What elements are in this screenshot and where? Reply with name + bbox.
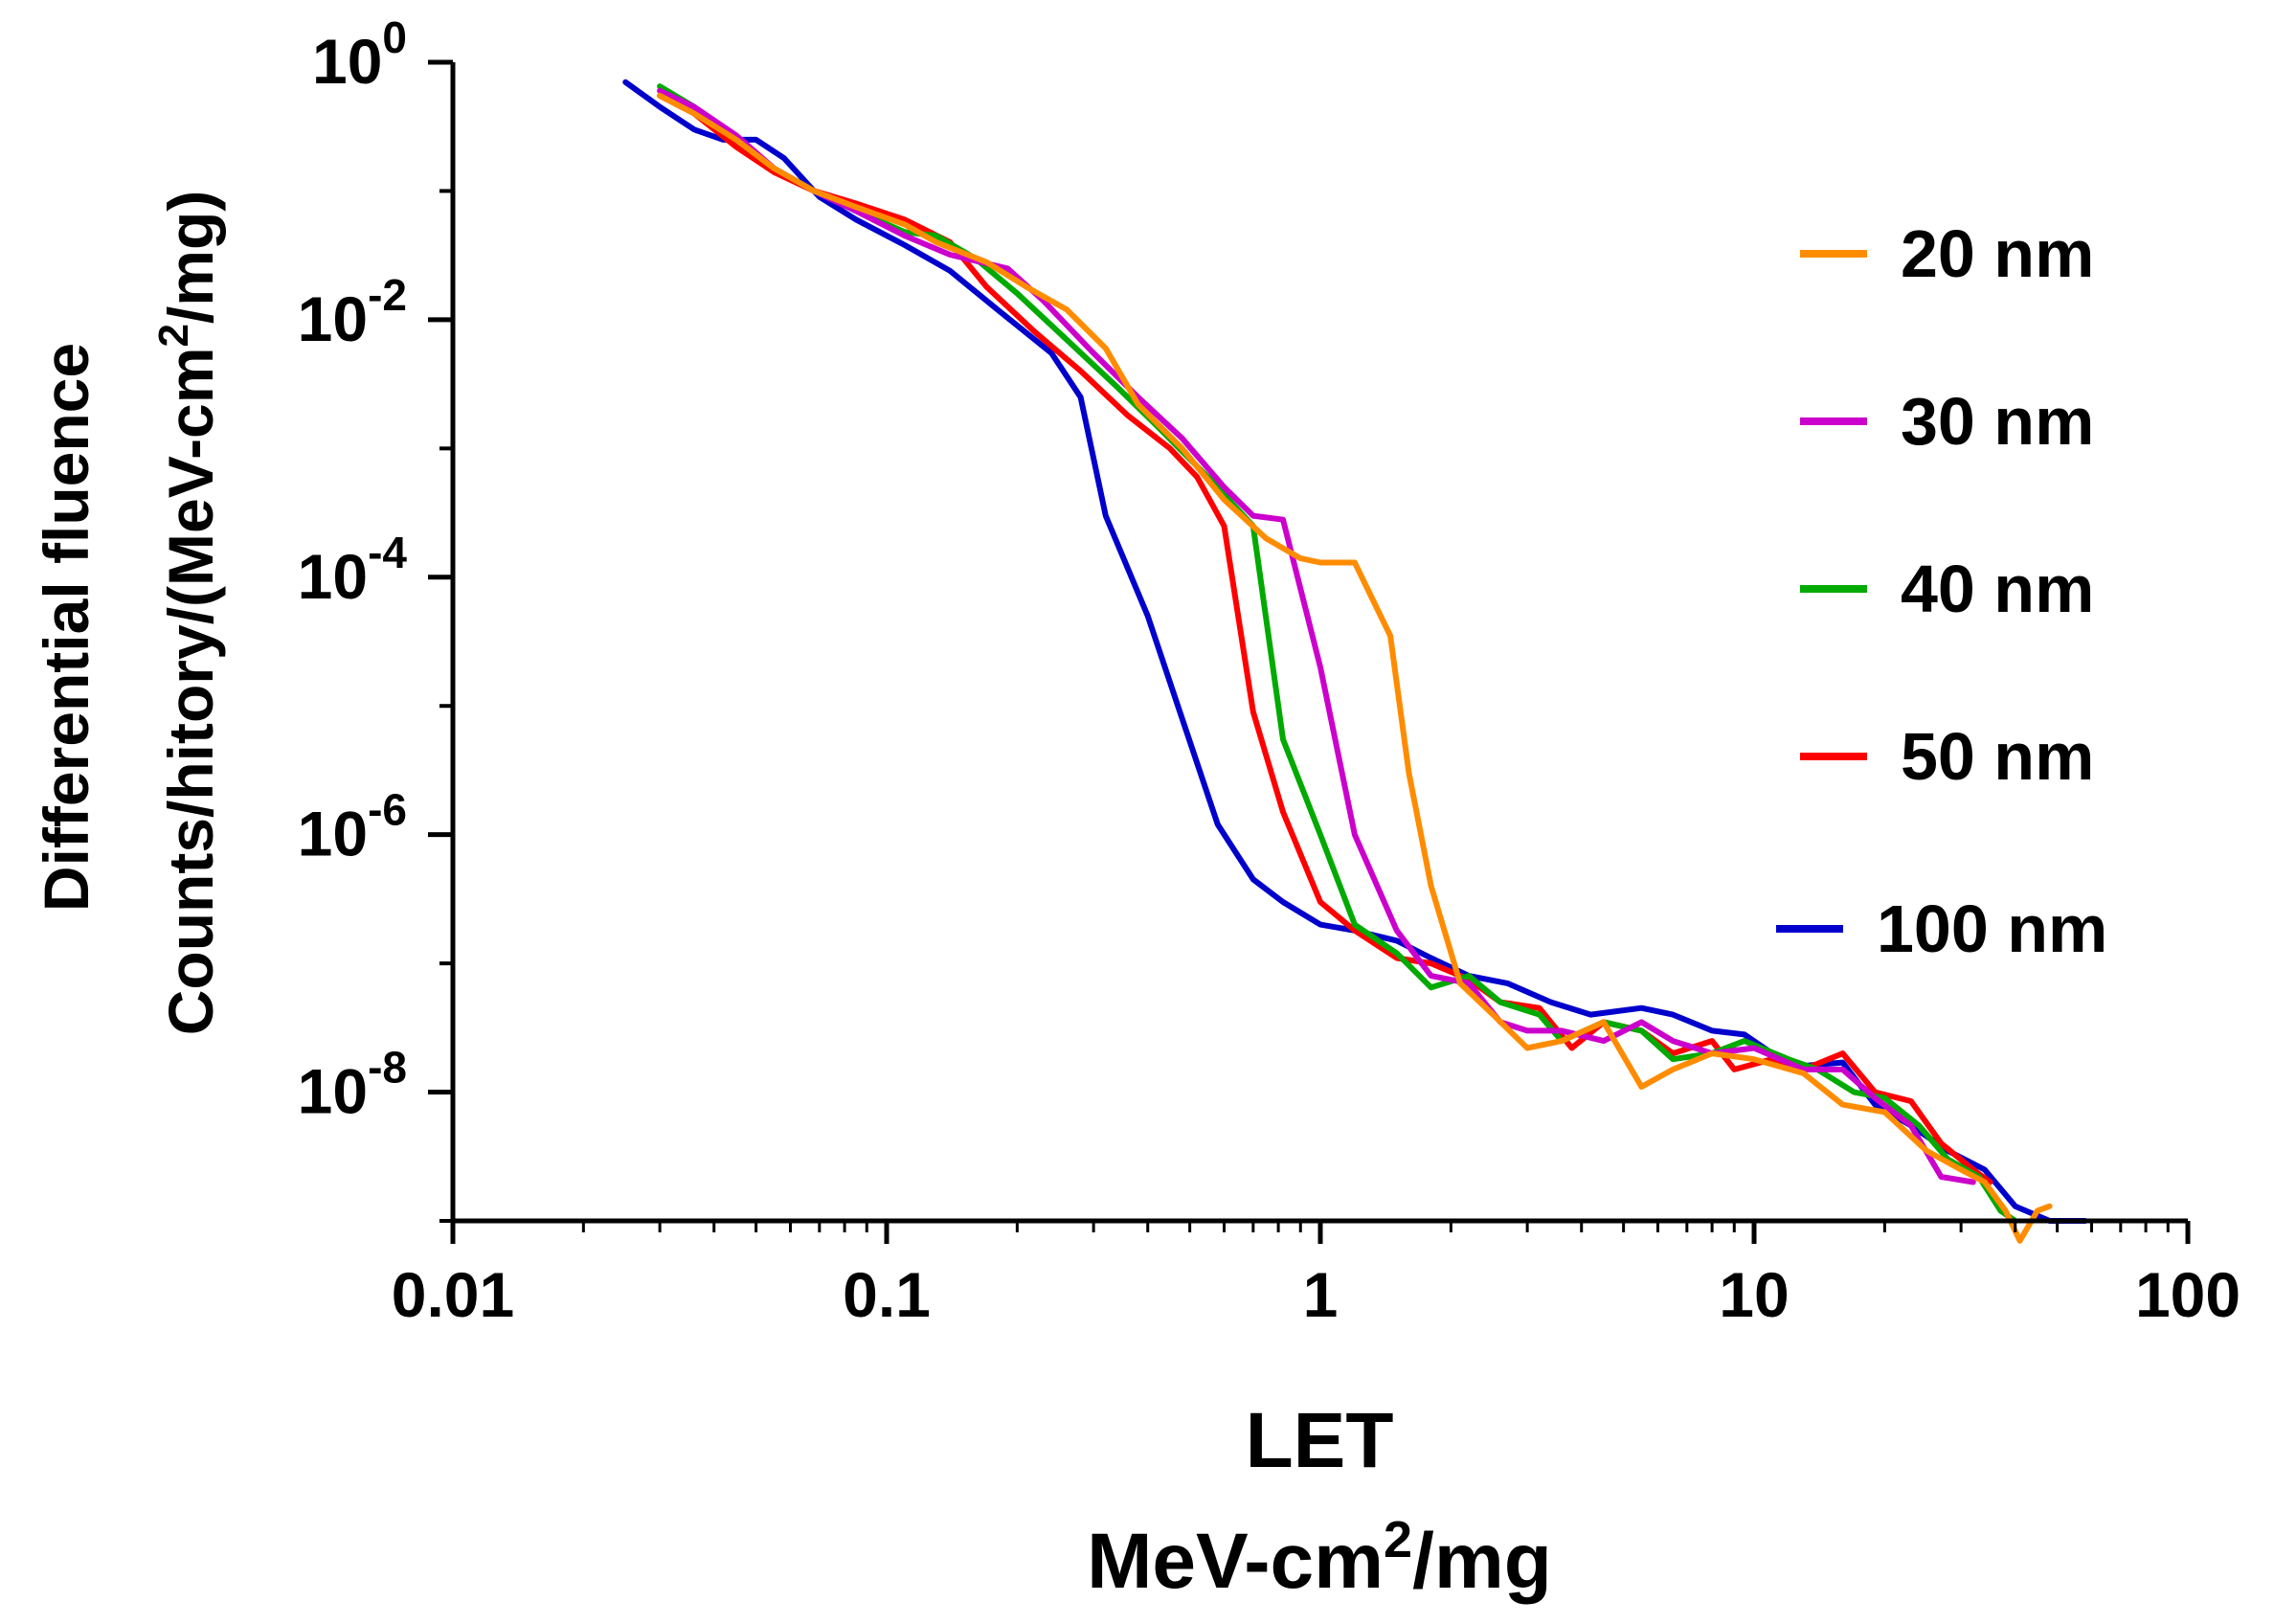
y-tick-label: 10-2 xyxy=(298,270,407,354)
x-tick-labels: 0.01 0.1 1 10 100 xyxy=(392,1259,2240,1330)
x-tick-label: 1 xyxy=(1303,1259,1339,1330)
x-axis-title-line1: LET xyxy=(1246,1397,1394,1484)
axes xyxy=(428,59,2191,1244)
plot-lines xyxy=(622,79,2088,1244)
y-tick-label-exponent: 0 xyxy=(382,12,407,62)
legend-label: 40 nm xyxy=(1901,552,2094,626)
x-axis-title-sup: 2 xyxy=(1384,1511,1412,1568)
y-tick-label: 10-8 xyxy=(298,1043,407,1127)
y-axis-title-line1: Differential fluence xyxy=(31,343,101,912)
series-line-40-nm xyxy=(657,83,2018,1224)
y-tick-label: 100 xyxy=(312,12,407,97)
legend-label: 20 nm xyxy=(1901,216,2094,291)
y-tick-label-base: 10 xyxy=(298,1056,368,1127)
legend-label: 100 nm xyxy=(1877,891,2107,966)
y-axis-title-line2: Counts/hitory/(MeV-cm2/mg) xyxy=(150,191,226,1036)
y-tick-label-base: 10 xyxy=(298,541,368,612)
y-tick-label-exponent: -6 xyxy=(368,785,407,835)
y-tick-label: 10-4 xyxy=(298,528,408,612)
y-tick-label: 10-6 xyxy=(298,785,407,869)
y-tick-label-exponent: -4 xyxy=(368,528,407,577)
y-axis-title-main: Counts/hitory/(MeV-cm xyxy=(155,348,226,1036)
x-tick-label: 10 xyxy=(1719,1259,1789,1330)
series-line-30-nm xyxy=(657,87,1976,1185)
y-tick-label-base: 10 xyxy=(298,799,368,869)
x-tick-label: 100 xyxy=(2135,1259,2240,1330)
x-axis-title-main: MeV-cm xyxy=(1087,1518,1384,1605)
x-tick-label: 0.01 xyxy=(392,1259,514,1330)
y-tick-label-base: 10 xyxy=(298,283,368,354)
x-tick-label: 0.1 xyxy=(843,1259,931,1330)
series-line-50-nm xyxy=(657,92,1993,1185)
y-axis-title-sup: 2 xyxy=(150,324,197,347)
series-line-20-nm xyxy=(657,92,2053,1244)
x-axis-title-line2: MeV-cm2/mg xyxy=(1087,1511,1552,1605)
legend: 20 nm 30 nm 40 nm 50 nm 100 nm xyxy=(1776,216,2107,966)
legend-label: 50 nm xyxy=(1901,719,2094,794)
y-tick-label-exponent: -2 xyxy=(368,270,407,320)
y-axis-title-tail: /mg) xyxy=(155,191,226,324)
y-tick-label-exponent: -8 xyxy=(368,1043,407,1093)
y-ticks xyxy=(428,59,453,1223)
x-axis-title-tail: /mg xyxy=(1412,1518,1552,1605)
x-ticks xyxy=(450,1221,2191,1244)
y-tick-label-base: 10 xyxy=(312,26,382,97)
legend-label: 30 nm xyxy=(1901,384,2094,459)
